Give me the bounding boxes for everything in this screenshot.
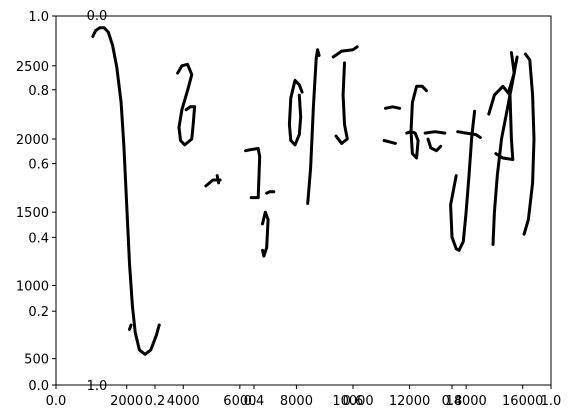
y-tick-label: 0.6 bbox=[28, 158, 49, 173]
y-tick-label: 1500 bbox=[16, 206, 49, 221]
ink-stroke bbox=[261, 210, 270, 258]
x-tick-label: 16000 bbox=[502, 394, 543, 409]
ink-strokes-layer bbox=[91, 26, 536, 356]
ink-stroke bbox=[91, 26, 161, 356]
ink-stroke bbox=[176, 62, 197, 147]
x-tick-label: 0.0 bbox=[46, 394, 67, 409]
ink-stroke bbox=[215, 174, 221, 185]
y-tick-label: 500 bbox=[24, 353, 49, 368]
x-tick-label: 8000 bbox=[280, 394, 313, 409]
x-tick-label: 6000 bbox=[223, 394, 256, 409]
ink-stroke bbox=[423, 130, 447, 135]
ink-stroke bbox=[405, 84, 428, 160]
ink-stroke bbox=[265, 190, 276, 195]
x-tick-label: 14000 bbox=[445, 394, 486, 409]
ink-stroke bbox=[382, 139, 397, 145]
tick-label-layer: 0.0 0.2 0.4 0.6 0.8 1.00.00.20.40.60.81.02000… bbox=[16, 9, 561, 409]
y-tick-label: 0.4 bbox=[28, 231, 49, 246]
ink-stroke bbox=[507, 51, 516, 94]
overlapping-axis-label: 1.0 bbox=[87, 379, 108, 394]
ink-stroke bbox=[426, 137, 443, 153]
ink-stroke bbox=[487, 84, 515, 161]
ink-stroke bbox=[449, 109, 477, 252]
y-tick-label: 1000 bbox=[16, 279, 49, 294]
x-tick-label: 0.4 bbox=[244, 394, 265, 409]
x-tick-label: 4000 bbox=[167, 394, 200, 409]
x-tick-label: 1.0 bbox=[541, 394, 562, 409]
ink-stroke bbox=[384, 105, 402, 110]
overlapping-axis-label: 0.0 bbox=[87, 9, 108, 24]
ink-stroke bbox=[522, 52, 536, 236]
x-tick-label: 10000 bbox=[332, 394, 373, 409]
ink-stroke bbox=[306, 48, 321, 205]
y-tick-label: 2000 bbox=[16, 133, 49, 148]
ink-stroke bbox=[287, 78, 304, 147]
y-tick-label: 0.0 bbox=[28, 379, 49, 394]
y-tick-label: 1.0 bbox=[28, 10, 49, 25]
tick-layer bbox=[52, 15, 552, 389]
ink-stroke bbox=[334, 61, 349, 145]
x-tick-label: 2000 bbox=[110, 394, 143, 409]
y-tick-label: 0.8 bbox=[28, 84, 49, 99]
x-tick-label: 0.2 bbox=[145, 394, 166, 409]
ink-stroke bbox=[128, 323, 133, 331]
y-tick-label: 2500 bbox=[16, 60, 49, 75]
y-tick-label: 0.2 bbox=[28, 305, 49, 320]
x-tick-label: 0.8 bbox=[442, 394, 463, 409]
ink-stroke bbox=[331, 45, 359, 59]
ink-stroke bbox=[244, 147, 262, 200]
x-tick-label: 12000 bbox=[389, 394, 430, 409]
x-tick-label: 0.6 bbox=[343, 394, 364, 409]
